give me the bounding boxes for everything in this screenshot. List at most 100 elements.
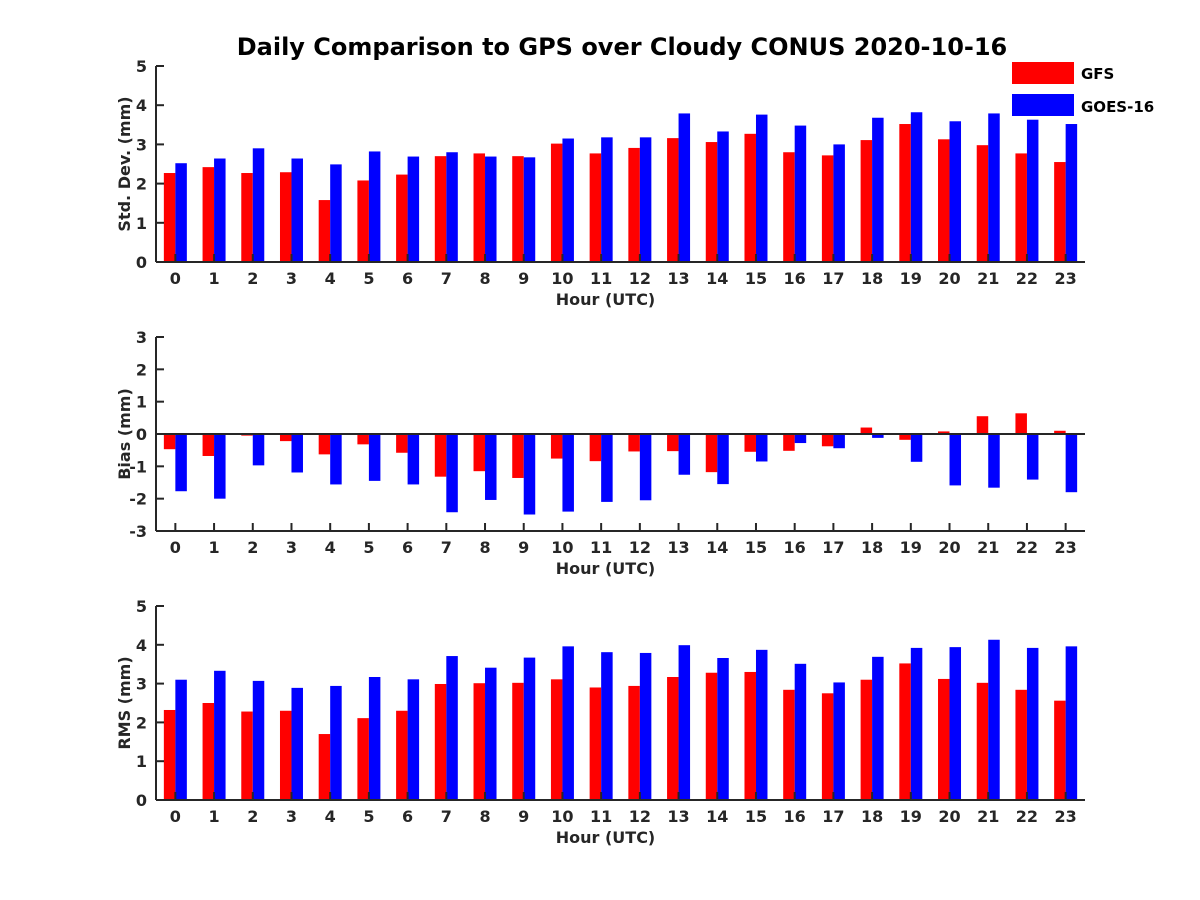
bar-goes16-hour-21 bbox=[988, 639, 1000, 800]
bar-gfs-hour-19 bbox=[899, 434, 911, 440]
bar-goes16-hour-3 bbox=[291, 158, 303, 262]
bar-goes16-hour-14 bbox=[717, 434, 729, 485]
x-tick-label: 9 bbox=[518, 807, 529, 826]
x-tick-label: 23 bbox=[1055, 807, 1077, 826]
bar-goes16-hour-0 bbox=[175, 163, 187, 262]
bar-gfs-hour-4 bbox=[318, 200, 331, 262]
bar-goes16-hour-12 bbox=[639, 652, 652, 800]
x-tick-label: 20 bbox=[938, 538, 960, 557]
bar-gfs-hour-2 bbox=[241, 711, 253, 800]
bar-goes16-hour-16 bbox=[794, 663, 807, 800]
bar-gfs-hour-6 bbox=[396, 434, 408, 453]
x-tick-label: 11 bbox=[590, 807, 612, 826]
x-tick-label: 18 bbox=[861, 538, 883, 557]
x-tick-label: 23 bbox=[1055, 269, 1077, 288]
y-tick-label: 1 bbox=[136, 214, 147, 233]
bar-gfs-hour-4 bbox=[318, 434, 331, 455]
bar-goes16-hour-12 bbox=[639, 434, 652, 501]
y-tick-label: 5 bbox=[136, 597, 147, 616]
x-tick-label: 2 bbox=[247, 807, 258, 826]
bar-goes16-hour-6 bbox=[407, 679, 420, 800]
bar-gfs-hour-13 bbox=[667, 677, 679, 800]
x-tick-label: 14 bbox=[706, 807, 728, 826]
chart-title: Daily Comparison to GPS over Cloudy CONU… bbox=[237, 33, 1008, 61]
x-tick-label: 18 bbox=[861, 807, 883, 826]
bar-goes16-hour-6 bbox=[407, 434, 420, 485]
bar-goes16-hour-6 bbox=[407, 156, 420, 262]
bar-gfs-hour-14 bbox=[705, 672, 718, 800]
bar-gfs-hour-17 bbox=[821, 434, 834, 447]
y-axis-label: Std. Dev. (mm) bbox=[115, 96, 134, 231]
bar-gfs-hour-8 bbox=[473, 434, 486, 472]
x-tick-label: 9 bbox=[518, 538, 529, 557]
bar-goes16-hour-12 bbox=[639, 137, 652, 262]
bar-goes16-hour-1 bbox=[214, 434, 226, 499]
x-axis-label: Hour (UTC) bbox=[556, 290, 656, 309]
bar-gfs-hour-20 bbox=[938, 678, 950, 800]
bar-goes16-hour-21 bbox=[988, 113, 1000, 262]
x-tick-label: 13 bbox=[667, 538, 689, 557]
bar-gfs-hour-11 bbox=[589, 687, 602, 800]
x-tick-label: 0 bbox=[170, 269, 181, 288]
bar-gfs-hour-15 bbox=[744, 671, 756, 800]
x-tick-label: 5 bbox=[363, 538, 374, 557]
x-tick-label: 20 bbox=[938, 269, 960, 288]
bar-gfs-hour-5 bbox=[357, 180, 369, 262]
bar-gfs-hour-16 bbox=[783, 434, 795, 451]
bar-gfs-hour-23 bbox=[1054, 162, 1066, 262]
x-tick-label: 2 bbox=[247, 269, 258, 288]
y-tick-label: 0 bbox=[136, 791, 147, 810]
bar-gfs-hour-8 bbox=[473, 153, 486, 262]
bar-gfs-hour-19 bbox=[899, 124, 911, 263]
bar-goes16-hour-15 bbox=[755, 434, 768, 462]
y-tick-label: -2 bbox=[129, 490, 147, 509]
bar-goes16-hour-17 bbox=[833, 434, 845, 449]
bar-goes16-hour-20 bbox=[949, 121, 962, 262]
x-tick-label: 7 bbox=[441, 538, 452, 557]
x-tick-label: 19 bbox=[900, 538, 922, 557]
bar-goes16-hour-17 bbox=[833, 144, 845, 262]
x-tick-label: 22 bbox=[1016, 538, 1038, 557]
legend-swatch-gfs bbox=[1012, 62, 1074, 84]
x-tick-label: 1 bbox=[208, 807, 219, 826]
bar-gfs-hour-3 bbox=[279, 172, 292, 262]
bar-gfs-hour-21 bbox=[976, 416, 989, 434]
x-tick-label: 20 bbox=[938, 807, 960, 826]
bar-goes16-hour-20 bbox=[949, 434, 962, 486]
bar-gfs-hour-11 bbox=[589, 434, 602, 462]
bar-goes16-hour-4 bbox=[330, 164, 342, 262]
y-tick-label: 2 bbox=[136, 360, 147, 379]
x-tick-label: 16 bbox=[784, 807, 806, 826]
x-tick-label: 18 bbox=[861, 269, 883, 288]
bar-gfs-hour-18 bbox=[860, 140, 873, 262]
y-axis-label: RMS (mm) bbox=[115, 656, 134, 749]
x-tick-label: 16 bbox=[784, 538, 806, 557]
x-tick-label: 7 bbox=[441, 807, 452, 826]
legend-label-goes16: GOES-16 bbox=[1081, 98, 1154, 116]
x-tick-label: 13 bbox=[667, 269, 689, 288]
x-tick-label: 1 bbox=[208, 269, 219, 288]
x-tick-label: 14 bbox=[706, 269, 728, 288]
y-tick-label: 1 bbox=[136, 752, 147, 771]
bar-gfs-hour-18 bbox=[860, 679, 873, 800]
x-tick-label: 9 bbox=[518, 269, 529, 288]
bar-goes16-hour-22 bbox=[1026, 647, 1039, 800]
bar-goes16-hour-0 bbox=[175, 434, 187, 492]
x-tick-label: 5 bbox=[363, 269, 374, 288]
x-tick-label: 8 bbox=[479, 269, 490, 288]
bar-goes16-hour-16 bbox=[794, 434, 807, 444]
bar-goes16-hour-20 bbox=[949, 647, 962, 800]
x-tick-label: 15 bbox=[745, 538, 767, 557]
bar-goes16-hour-23 bbox=[1065, 124, 1078, 263]
bar-gfs-hour-2 bbox=[241, 173, 253, 262]
bar-goes16-hour-2 bbox=[252, 148, 265, 262]
bar-goes16-hour-14 bbox=[717, 657, 729, 800]
x-tick-label: 6 bbox=[402, 538, 413, 557]
x-tick-label: 11 bbox=[590, 538, 612, 557]
bar-goes16-hour-13 bbox=[678, 113, 691, 262]
bar-gfs-hour-5 bbox=[357, 434, 369, 445]
bar-goes16-hour-3 bbox=[291, 434, 303, 473]
x-tick-label: 15 bbox=[745, 269, 767, 288]
